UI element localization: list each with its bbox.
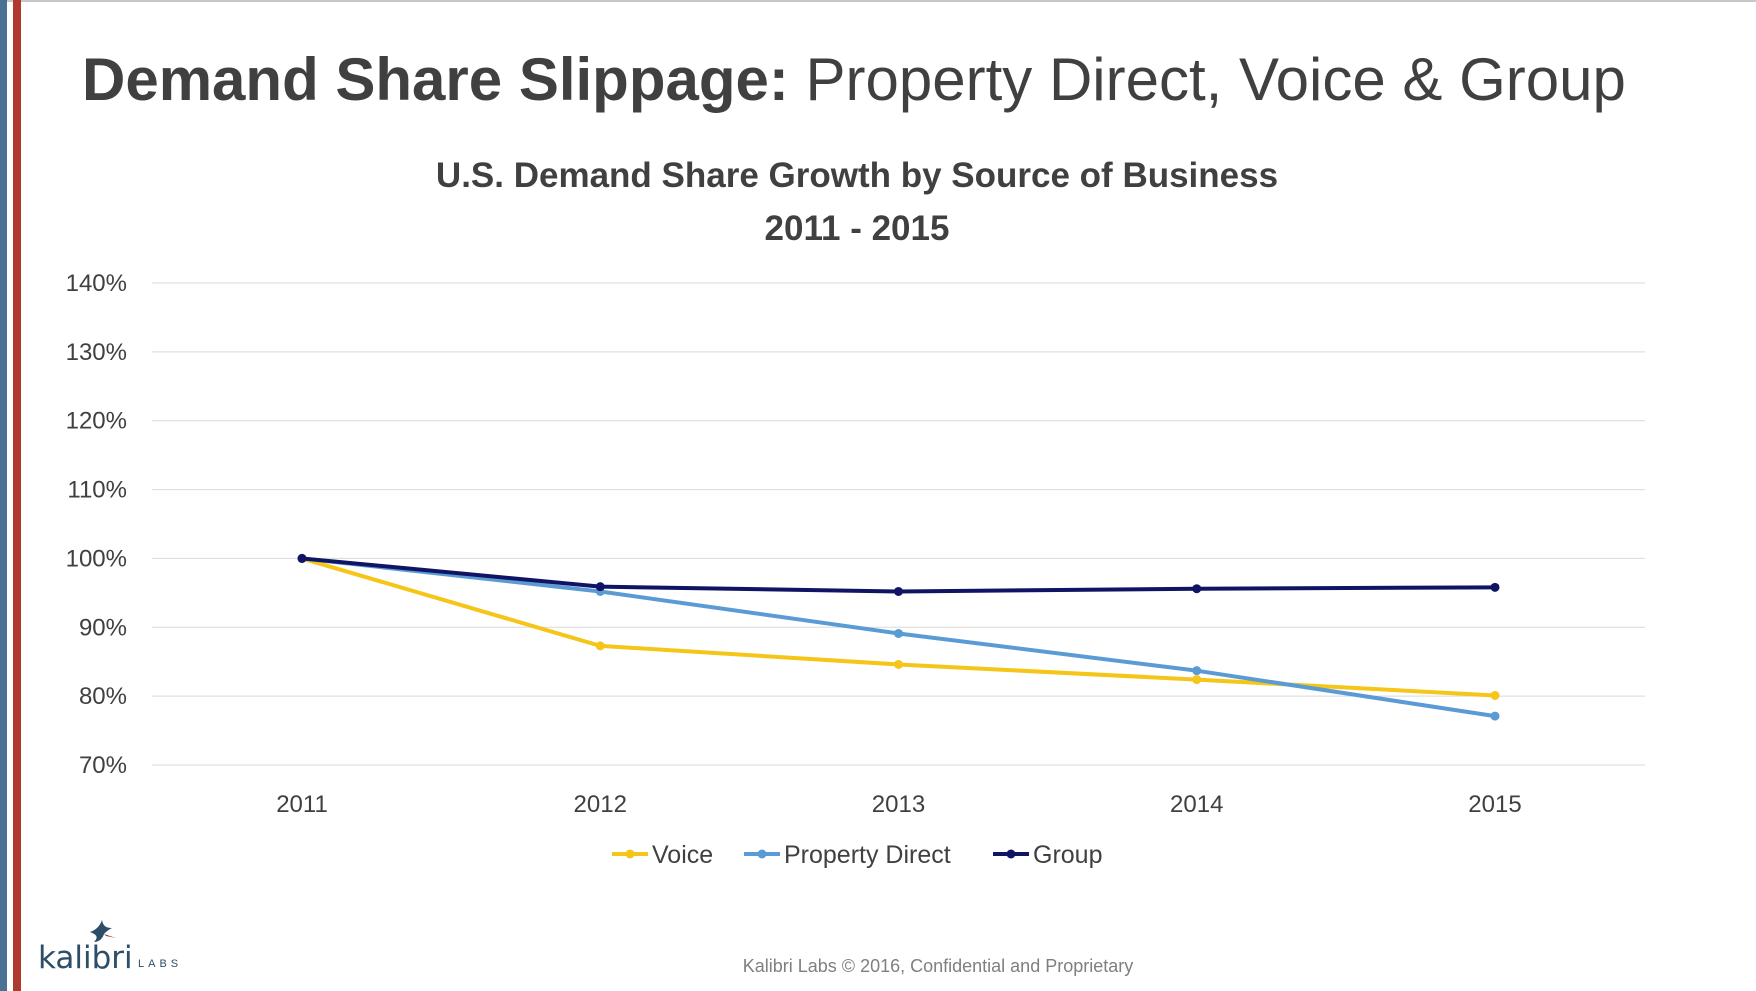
data-point-voice — [1490, 690, 1500, 700]
y-tick-label: 70% — [79, 752, 127, 779]
data-point-voice — [894, 659, 903, 669]
y-tick-label: 90% — [79, 614, 127, 641]
logo-text: kalibri — [38, 940, 133, 976]
y-tick-label: 120% — [66, 408, 127, 435]
y-axis-tick-labels: 70% 80% 90% 100% 110% 120% 130% 140% — [66, 270, 127, 779]
logo-subtext: LABS — [138, 958, 183, 970]
series-group — [297, 553, 1500, 596]
y-tick-label: 110% — [67, 477, 127, 504]
x-tick-label: 2015 — [1468, 791, 1521, 818]
x-tick-label: 2012 — [574, 791, 627, 818]
left-accent-stripe-blue — [0, 0, 7, 991]
legend-marker — [625, 849, 635, 859]
footer-copyright: Kalibri Labs © 2016, Confidential and Pr… — [742, 956, 1134, 976]
data-point-property-direct — [1490, 711, 1500, 721]
data-point-group — [595, 582, 605, 592]
legend-item-voice: Voice — [612, 841, 713, 869]
data-point-group — [894, 586, 903, 596]
series-property-direct — [297, 553, 1500, 721]
legend-label: Group — [1033, 841, 1102, 869]
x-axis-tick-labels: 2011 2012 2013 2014 2015 — [276, 791, 1522, 818]
legend-marker — [1006, 849, 1016, 859]
line-chart: U.S. Demand Share Growth by Source of Bu… — [66, 156, 1645, 869]
data-point-property-direct — [1192, 666, 1202, 676]
chart-legend: Voice Property Direct Group — [612, 841, 1102, 869]
data-point-property-direct — [894, 628, 903, 638]
slide-top-border — [0, 0, 1756, 2]
data-point-group — [297, 553, 307, 563]
y-tick-label: 100% — [66, 545, 127, 572]
slide-title-regular: Property Direct, Voice & Group — [788, 46, 1626, 113]
legend-item-group: Group — [993, 841, 1102, 869]
x-tick-label: 2011 — [276, 791, 328, 818]
slide-title: Demand Share Slippage: Property Direct, … — [82, 44, 1626, 116]
y-tick-label: 140% — [66, 270, 127, 297]
gridlines — [152, 282, 1645, 766]
company-logo: kalibri LABS — [38, 918, 198, 980]
data-point-voice — [1192, 675, 1202, 685]
chart-title: U.S. Demand Share Growth by Source of Bu… — [436, 156, 1278, 195]
legend-item-property-direct: Property Direct — [744, 841, 951, 869]
data-point-group — [1192, 584, 1202, 594]
data-point-group — [1490, 582, 1500, 592]
y-tick-label: 130% — [66, 339, 127, 366]
legend-label: Property Direct — [784, 841, 951, 869]
x-tick-label: 2013 — [872, 791, 925, 818]
x-tick-label: 2014 — [1170, 791, 1223, 818]
chart-subtitle: 2011 - 2015 — [765, 209, 950, 248]
legend-marker — [757, 849, 767, 859]
data-point-voice — [595, 641, 605, 651]
legend-label: Voice — [652, 841, 713, 869]
series-line-group — [300, 556, 1497, 594]
slide-title-bold: Demand Share Slippage: — [82, 46, 789, 113]
hummingbird-icon — [90, 920, 116, 942]
left-accent-stripe-red — [13, 0, 21, 991]
y-tick-label: 80% — [79, 683, 127, 710]
series-lines — [297, 553, 1500, 721]
